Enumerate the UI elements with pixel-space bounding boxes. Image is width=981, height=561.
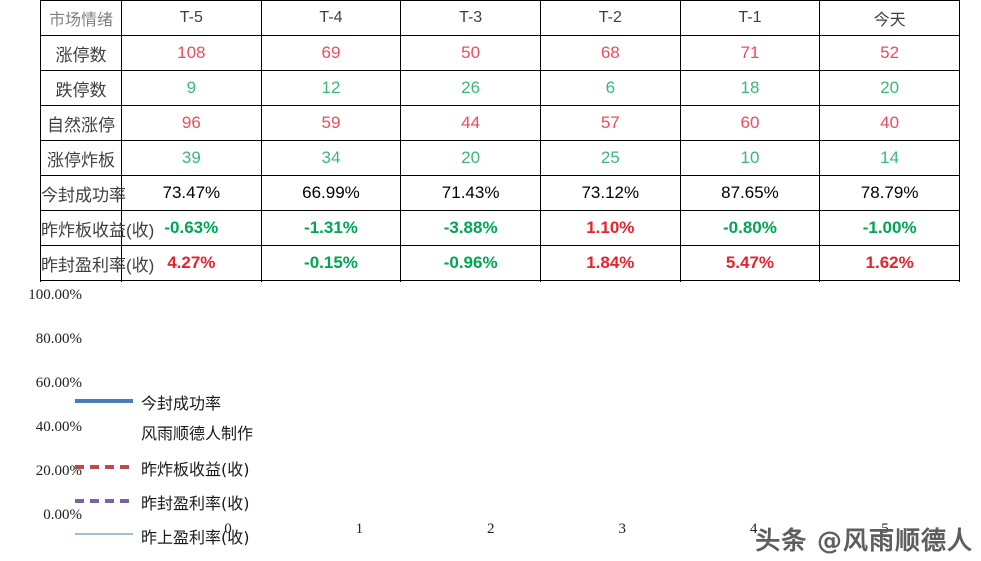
table-cell: 73.47% (121, 175, 262, 211)
table-corner-label: 市场情绪 (40, 0, 122, 36)
y-axis-label: 40.00% (35, 419, 82, 435)
table-cell: -0.96% (400, 245, 541, 281)
table-cell: 66.99% (260, 175, 402, 211)
y-axis-label: 80.00% (35, 331, 82, 347)
table-cell: -0.63% (121, 210, 262, 246)
market-sentiment-table: 市场情绪 T-5 T-4 T-3 T-2 T-1 今天 涨停数 108 69 50 68 71 52 跌停数… (40, 0, 960, 316)
table-cell: 60 (679, 105, 821, 141)
legend-label: 昨封盈利率(收) (141, 494, 250, 513)
table-cell: 25 (539, 140, 681, 176)
table-cell: 44 (400, 105, 541, 141)
legend-swatch (75, 465, 133, 469)
x-axis-label: 2 (487, 521, 495, 537)
legend-swatch (75, 533, 133, 535)
column-header: 今天 (819, 0, 960, 36)
column-header: T-5 (121, 0, 262, 36)
row-header: 昨炸板收益(收) (40, 210, 154, 246)
row-header: 自然涨停 (40, 105, 122, 141)
table-cell: 10 (679, 140, 821, 176)
y-axis-label: 100.00% (28, 287, 82, 303)
table-cell: 4.27% (121, 245, 262, 281)
legend-label: 昨炸板收益(收) (141, 460, 250, 479)
table-row: 涨停数 108 69 50 68 71 52 (40, 35, 960, 71)
table-cell: 5.47% (679, 245, 821, 281)
x-axis-label: 0 (224, 521, 232, 537)
legend-label: 昨上盈利率(收) (141, 528, 250, 547)
table-cell: 18 (679, 70, 821, 106)
table-row: 自然涨停 96 59 44 57 60 40 (40, 105, 960, 141)
table-cell: -3.88% (400, 210, 541, 246)
trend-chart: 0.00% 20.00% 40.00% 60.00% 80.00% 100.00% 0 1 2… (0, 282, 981, 561)
table-cell: 6 (539, 70, 681, 106)
table-cell: 71 (679, 35, 821, 71)
column-header: T-2 (539, 0, 681, 36)
legend-label: 今封成功率 (141, 394, 222, 413)
table-cell: 73.12% (539, 175, 681, 211)
table-header-row: 市场情绪 T-5 T-4 T-3 T-2 T-1 今天 (40, 0, 960, 36)
table-cell: 71.43% (400, 175, 541, 211)
table-cell: 59 (260, 105, 402, 141)
table-cell: 40 (819, 105, 960, 141)
column-header: T-3 (400, 0, 541, 36)
table-body: 市场情绪 T-5 T-4 T-3 T-2 T-1 今天 涨停数 108 69 50 68 71 52 跌停数… (40, 0, 960, 316)
table-cell: -1.00% (819, 210, 960, 246)
column-header: T-1 (679, 0, 821, 36)
table-cell: 20 (400, 140, 541, 176)
table-cell: 14 (819, 140, 960, 176)
row-header: 今封成功率 (40, 175, 126, 211)
y-axis-label: 20.00% (35, 463, 82, 479)
table-cell: 1.10% (539, 210, 681, 246)
column-header: T-4 (260, 0, 402, 36)
row-header: 涨停炸板 (40, 140, 122, 176)
table-row: 昨封盈利率(收) 4.27% -0.15% -0.96% 1.84% 5.47% 1.62% (40, 245, 960, 281)
table-row: 今封成功率 73.47% 66.99% 71.43% 73.12% 87.65% 78.79… (40, 175, 960, 211)
table-cell: 52 (819, 35, 960, 71)
table-cell: 69 (260, 35, 402, 71)
row-header: 昨封盈利率(收) (40, 245, 154, 281)
table-cell: 96 (121, 105, 262, 141)
table-row: 昨炸板收益(收) -0.63% -1.31% -3.88% 1.10% -0.80% -1.… (40, 210, 960, 246)
table-cell: -0.80% (679, 210, 821, 246)
legend-swatch (75, 499, 133, 503)
row-header: 涨停数 (40, 35, 122, 71)
table-cell: 1.84% (539, 245, 681, 281)
table-cell: 50 (400, 35, 541, 71)
table-cell: 20 (819, 70, 960, 106)
watermark: 头条 @风雨顺德人 (755, 526, 973, 555)
chart-annotation: 风雨顺德人制作 (141, 424, 254, 443)
table-cell: -0.15% (260, 245, 402, 281)
x-axis-label: 3 (618, 521, 626, 537)
x-axis-label: 4 (749, 521, 758, 537)
table-row: 涨停炸板 39 34 20 25 10 14 (40, 140, 960, 176)
table-cell: 1.62% (819, 245, 960, 281)
y-axis-label: 0.00% (43, 507, 82, 523)
table-cell: 87.65% (679, 175, 821, 211)
table-cell: 39 (121, 140, 262, 176)
table-cell: 108 (121, 35, 262, 71)
table-cell: -1.31% (260, 210, 402, 246)
table-row: 跌停数 9 12 26 6 18 20 (40, 70, 960, 106)
table-cell: 57 (539, 105, 681, 141)
y-axis-label: 60.00% (35, 375, 82, 391)
legend-swatch (75, 399, 133, 403)
table-cell: 9 (121, 70, 262, 106)
table-cell: 34 (260, 140, 402, 176)
table-cell: 78.79% (819, 175, 960, 211)
table-cell: 68 (539, 35, 681, 71)
x-axis-label: 5 (881, 521, 889, 537)
row-header: 跌停数 (40, 70, 122, 106)
x-axis-label: 1 (355, 521, 364, 537)
table-cell: 12 (260, 70, 402, 106)
table-cell: 26 (400, 70, 541, 106)
